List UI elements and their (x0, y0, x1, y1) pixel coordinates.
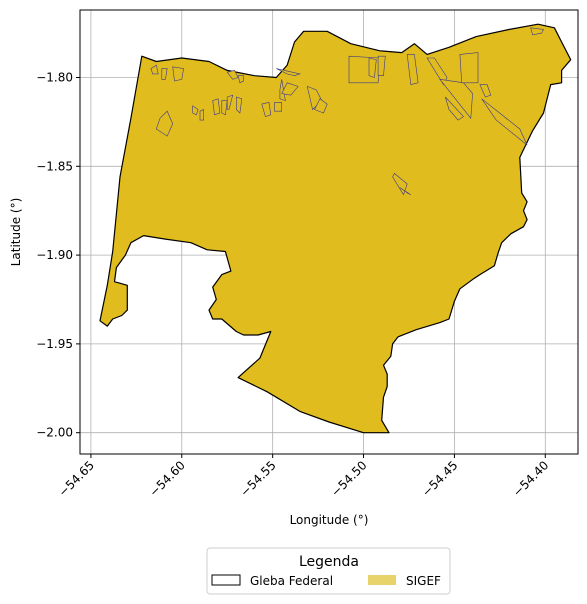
legend: Legenda Gleba Federal SIGEF (206, 547, 451, 595)
sigef-parcel (377, 55, 386, 76)
x-tick-label: −54.45 (419, 458, 460, 499)
y-tick-label: −1.95 (36, 337, 73, 351)
sigef-parcel (406, 54, 419, 85)
sigef-parcel (426, 57, 448, 86)
sigef-parcel (150, 64, 159, 75)
legend-label-gleba-federal: Gleba Federal (250, 574, 333, 588)
x-tick-label: −54.65 (56, 458, 97, 499)
x-tick-label: −54.60 (147, 458, 188, 499)
x-axis-ticks: −54.65 −54.60 −54.55 −54.50 −54.45 −54.40 (56, 454, 551, 500)
sigef-parcel (172, 66, 184, 82)
y-axis-ticks: −1.80 −1.85 −1.90 −1.95 −2.00 (36, 70, 80, 440)
sigef-parcel (530, 27, 544, 36)
sigef-parcel (314, 98, 328, 114)
sigef-parcel (161, 68, 168, 80)
legend-label-sigef: SIGEF (406, 574, 441, 588)
legend-swatch-sigef (368, 575, 396, 585)
sigef-parcel (439, 78, 473, 120)
sigef-parcel (281, 82, 299, 96)
x-axis-label: Longitude (°) (290, 513, 369, 527)
x-tick-label: −54.50 (328, 458, 369, 499)
gleba-federal-polygon (99, 23, 572, 434)
sigef-parcel (274, 102, 283, 112)
sigef-parcel (261, 102, 272, 117)
sigef-parcel (276, 68, 302, 77)
y-tick-label: −1.90 (36, 248, 73, 262)
x-tick-label: −54.55 (237, 458, 278, 499)
legend-swatch-gleba-federal (211, 574, 241, 586)
plot-frame (79, 9, 579, 455)
sigef-parcels-layer (150, 27, 544, 196)
sigef-parcel (445, 96, 464, 121)
sigef-parcel (155, 110, 174, 137)
x-tick-label: −54.40 (510, 458, 551, 499)
sigef-parcel (236, 96, 243, 114)
sigef-parcel (481, 98, 528, 146)
sigef-parcel (392, 172, 408, 196)
sigef-parcel (212, 98, 221, 116)
sigef-parcel (192, 105, 199, 116)
sigef-parcel (279, 79, 286, 102)
sigef-parcel (459, 52, 479, 84)
sigef-parcel (221, 100, 228, 116)
sigef-parcel (237, 75, 244, 84)
gleba-federal-layer (99, 23, 572, 434)
y-axis-label: Latitude (°) (9, 198, 23, 267)
sigef-parcel (479, 84, 492, 98)
sigef-parcel (226, 70, 239, 80)
legend-title: Legenda (299, 554, 359, 570)
y-tick-label: −1.85 (36, 159, 73, 173)
y-tick-label: −1.80 (36, 70, 73, 84)
sigef-parcel (199, 109, 204, 121)
y-tick-label: −2.00 (36, 426, 73, 440)
sigef-parcel (399, 187, 411, 195)
sigef-parcel (226, 94, 234, 110)
sigef-parcel (368, 57, 377, 78)
